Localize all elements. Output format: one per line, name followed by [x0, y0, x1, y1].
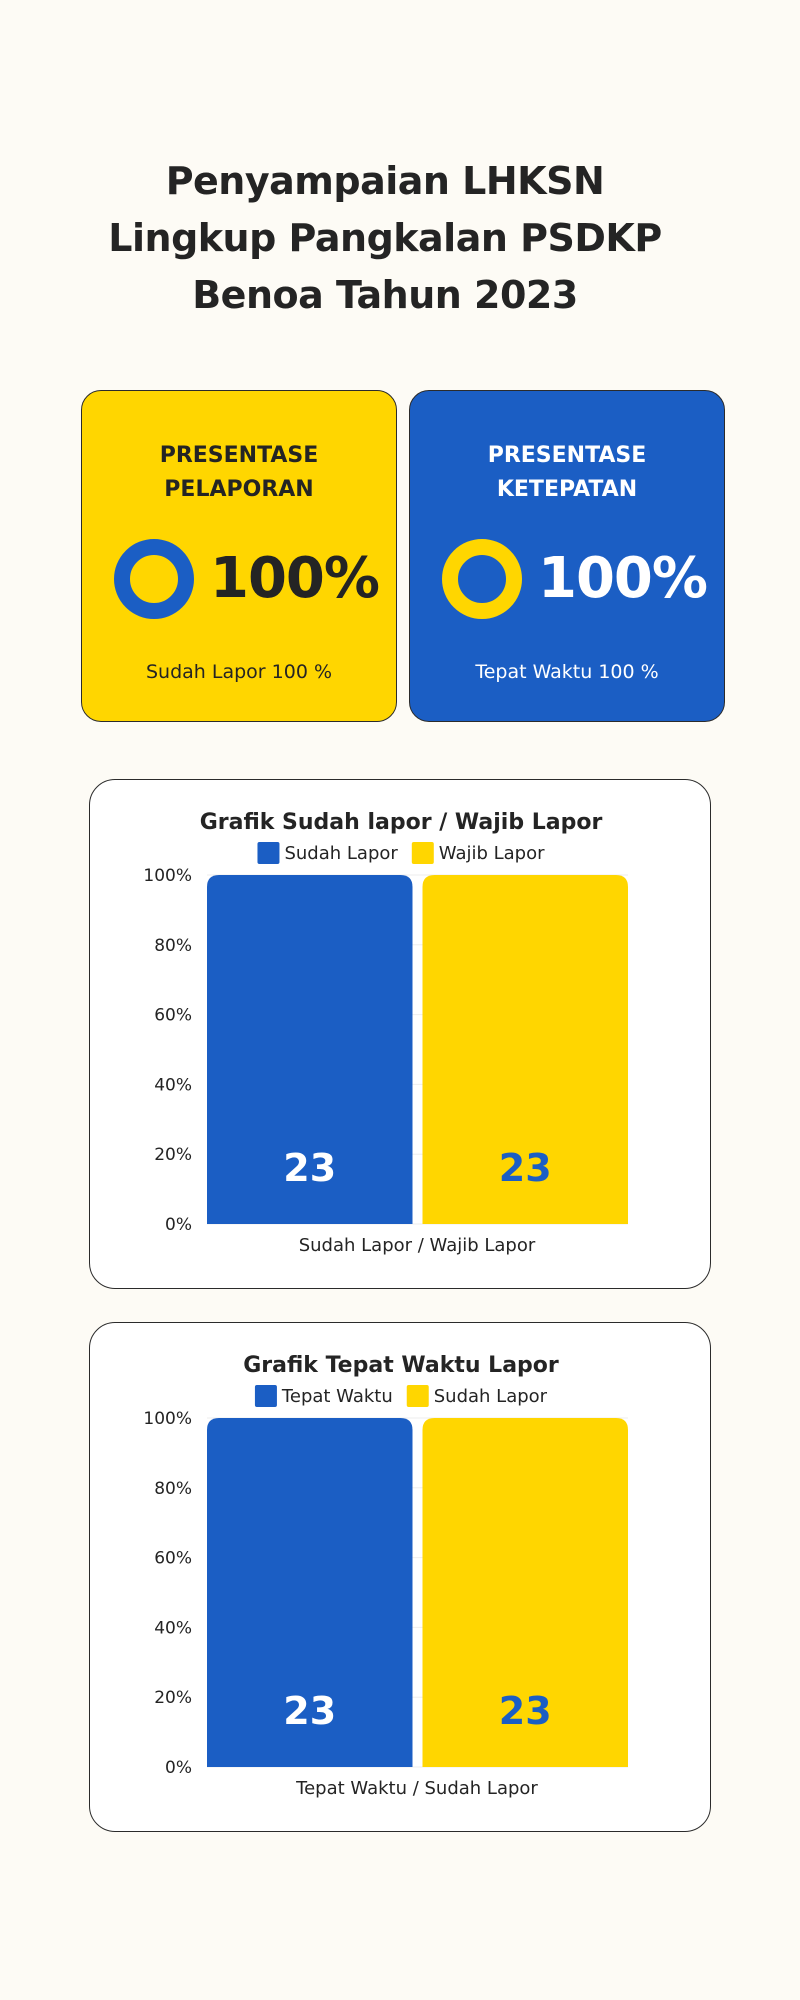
card-title-line: PELAPORAN	[164, 477, 314, 502]
legend-swatch	[406, 1385, 429, 1407]
reporting-percentage-card: PRESENTASE PELAPORAN 100% Sudah Lapor 10…	[81, 390, 397, 722]
y-tick-label: 20%	[154, 1145, 192, 1165]
bar	[422, 1418, 628, 1767]
legend-swatch	[254, 1385, 277, 1407]
chart-legend: Sudah Lapor Wajib Lapor	[257, 842, 545, 864]
card-title-line: KETEPATAN	[496, 477, 638, 502]
chart-svg: Grafik Sudah lapor / Wajib Lapor Sudah La…	[143, 810, 628, 1256]
chart-title: Grafik Sudah lapor / Wajib Lapor	[200, 810, 603, 835]
chart-reported-vs-required: Grafik Sudah lapor / Wajib Lapor Sudah La…	[89, 779, 711, 1289]
chart-title: Grafik Tepat Waktu Lapor	[243, 1353, 559, 1378]
card-subtitle: Tepat Waktu 100 %	[475, 661, 659, 683]
bar	[207, 875, 413, 1224]
bar-data-label: 23	[283, 1146, 336, 1190]
legend-label: Sudah Lapor	[284, 843, 398, 864]
legend-label: Wajib Lapor	[439, 843, 545, 864]
y-tick-label: 20%	[154, 1688, 192, 1708]
card-subtitle: Sudah Lapor 100 %	[145, 661, 332, 683]
card-value: 100%	[210, 546, 380, 611]
timeliness-percentage-card: PRESENTASE KETEPATAN 100% Tepat Waktu 10…	[409, 390, 725, 722]
y-tick-label: 100%	[143, 866, 192, 886]
page-title-line-3: Benoa Tahun 2023	[192, 273, 578, 318]
y-tick-label: 100%	[143, 1409, 192, 1429]
card-title: PRESENTASE PELAPORAN	[82, 439, 396, 507]
card-title-line: PRESENTASE	[159, 443, 319, 468]
bar-data-label: 23	[499, 1689, 552, 1733]
y-tick-label: 0%	[165, 1758, 192, 1778]
page-title: Penyampaian LHKSN Lingkup Pangkalan PSDK…	[0, 153, 770, 324]
y-tick-label: 0%	[165, 1215, 192, 1235]
y-tick-label: 80%	[154, 1479, 192, 1499]
bar-data-label: 23	[283, 1689, 336, 1733]
bar	[422, 875, 628, 1224]
y-tick-label: 80%	[154, 936, 192, 956]
chart-legend: Tepat Waktu Sudah Lapor	[254, 1385, 548, 1407]
y-tick-label: 40%	[154, 1618, 192, 1638]
bar	[207, 1418, 413, 1767]
legend-swatch	[257, 842, 280, 864]
page-title-line-2: Lingkup Pangkalan PSDKP	[108, 216, 662, 261]
ring-icon	[442, 539, 522, 619]
chart-timely-reporting: Grafik Tepat Waktu Lapor Tepat Waktu Sudah…	[89, 1322, 711, 1832]
card-title-line: PRESENTASE	[487, 443, 647, 468]
y-tick-label: 60%	[154, 1006, 192, 1026]
x-axis-label: Tepat Waktu / Sudah Lapor	[295, 1778, 538, 1799]
ring-icon	[114, 539, 194, 619]
legend-label: Sudah Lapor	[434, 1386, 548, 1407]
bar-data-label: 23	[499, 1146, 552, 1190]
y-tick-label: 40%	[154, 1075, 192, 1095]
page-title-line-1: Penyampaian LHKSN	[165, 159, 605, 204]
x-axis-label: Sudah Lapor / Wajib Lapor	[299, 1235, 536, 1256]
legend-label: Tepat Waktu	[281, 1386, 393, 1407]
legend-swatch	[411, 842, 434, 864]
y-tick-label: 60%	[154, 1549, 192, 1569]
card-value: 100%	[538, 546, 708, 611]
card-title: PRESENTASE KETEPATAN	[410, 439, 724, 507]
chart-svg: Grafik Tepat Waktu Lapor Tepat Waktu Sudah…	[143, 1353, 628, 1799]
